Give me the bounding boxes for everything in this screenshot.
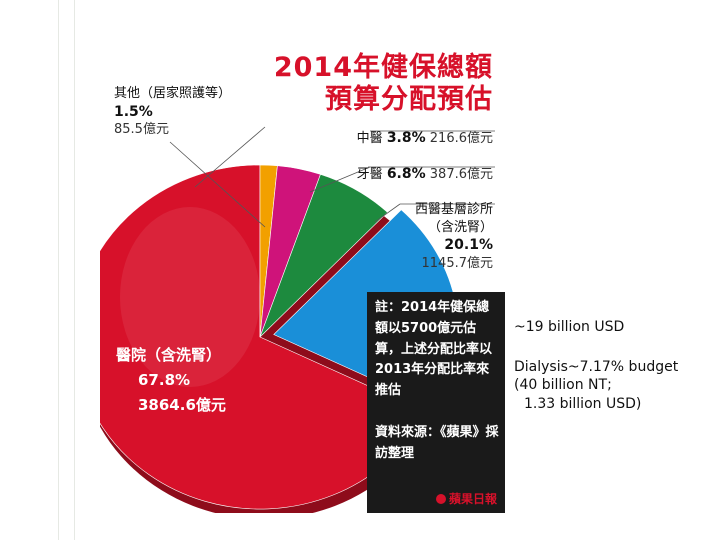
slide-margin-line: [58, 0, 59, 540]
dialysis-note-line2: (40 billion NT;: [514, 377, 612, 394]
publisher-logo: 蘋果日報: [435, 490, 497, 507]
chart-note: 註：2014年健保總額以5700億元估算，上述分配比率以2013年分配比率來推估: [375, 300, 493, 399]
label-clinics-percent: 20.1%: [444, 237, 493, 254]
label-clinics-name: 西醫基層診所: [414, 202, 493, 217]
dialysis-note-line3: 1.33 billion USD): [524, 395, 642, 412]
label-other-amount: 85.5億元: [114, 122, 169, 138]
label-hospital: 醫院（含洗腎） 67.8% 3864.6億元: [116, 343, 226, 417]
label-cm-name: 中醫: [356, 131, 383, 146]
apple-icon: [435, 494, 446, 504]
label-other: 其他（居家照護等） 1.5% 85.5億元: [114, 85, 231, 139]
chart-source: 資料來源：《蘋果》採訪整理: [375, 425, 499, 462]
label-dentistry: 牙醫 6.8% 387.6億元: [357, 165, 493, 184]
usd-note: ~19 billion USD: [514, 319, 625, 335]
label-chinese-medicine: 中醫 3.8% 216.6億元: [357, 129, 493, 148]
budget-pie-figure: 2014年健保總額 預算分配預估 其他（居家照護等） 1.5% 85.5億元 中…: [100, 47, 505, 513]
pie-slice-4: [259, 174, 388, 338]
leader-line: [374, 203, 401, 223]
label-clinics-amount: 1145.7億元: [421, 255, 494, 271]
pie-gloss: [120, 207, 260, 387]
leader-line: [309, 166, 371, 193]
leader-line: [194, 126, 266, 188]
label-dent-name: 牙醫: [356, 167, 383, 182]
label-clinics: 西醫基層診所 （含洗腎） 20.1% 1145.7億元: [415, 201, 493, 273]
label-hospital-amount: 3864.6億元: [138, 395, 226, 414]
chart-subtitle: 預算分配預估: [325, 84, 493, 115]
label-hospital-detail: （含洗腎）: [146, 346, 222, 364]
side-notes: ~19 billion USD Dialysis~7.17% budget (4…: [514, 318, 678, 413]
pie-slice-1: [100, 164, 427, 510]
label-hospital-percent: 67.8%: [138, 370, 191, 389]
label-cm-amount: 216.6億元: [429, 131, 493, 146]
label-other-percent: 1.5%: [114, 103, 153, 120]
publisher-logo-text: 蘋果日報: [448, 492, 497, 506]
leader-line: [169, 141, 266, 228]
label-clinics-detail: （含洗腎）: [427, 219, 493, 235]
label-cm-percent: 3.8%: [386, 130, 426, 146]
label-other-detail: （居家照護等）: [140, 86, 232, 101]
dialysis-note-line1: Dialysis~7.17% budget: [514, 359, 679, 376]
label-dent-percent: 6.8%: [386, 166, 426, 182]
note-box: 註：2014年健保總額以5700億元估算，上述分配比率以2013年分配比率來推估…: [367, 292, 505, 513]
label-hospital-name: 醫院: [116, 346, 147, 364]
slide-margin-line: [74, 0, 75, 540]
label-other-name: 其他: [114, 86, 141, 101]
label-dent-amount: 387.6億元: [429, 167, 493, 182]
chart-title: 2014年健保總額: [273, 52, 493, 83]
